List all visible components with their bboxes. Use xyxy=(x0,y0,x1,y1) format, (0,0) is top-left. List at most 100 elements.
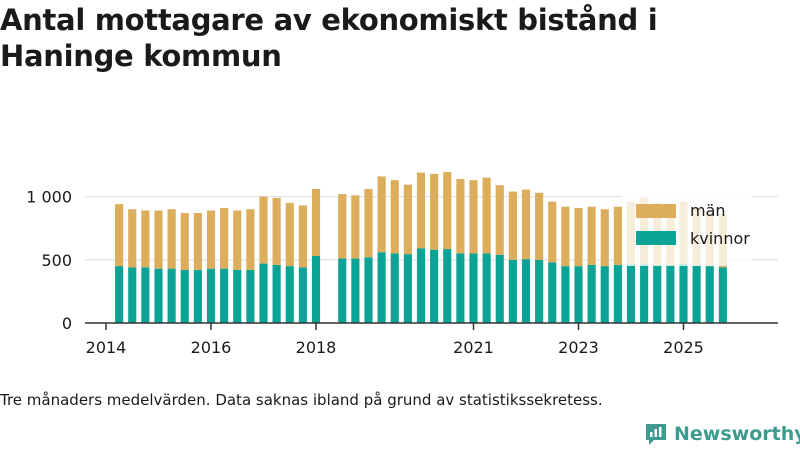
bar-men xyxy=(115,204,124,267)
bar-women xyxy=(338,258,347,323)
bar-men xyxy=(128,209,137,268)
bar-men xyxy=(338,194,347,259)
bar-men xyxy=(416,172,426,249)
bar-women xyxy=(390,253,399,323)
bar-men xyxy=(443,171,452,250)
bar-women xyxy=(469,253,478,323)
bar-men xyxy=(587,206,596,265)
bar-women xyxy=(311,256,321,323)
newsworthy-icon xyxy=(646,424,666,445)
legend-swatch-men xyxy=(636,204,676,218)
x-tick-label: 2014 xyxy=(86,338,127,357)
bar-men xyxy=(206,210,216,269)
bar-men xyxy=(561,206,570,267)
brand-logo[interactable]: Newsworthy xyxy=(644,420,800,448)
bar-women xyxy=(206,268,216,323)
bar-men xyxy=(246,209,255,270)
bar-women xyxy=(508,259,517,323)
bar-women xyxy=(128,267,137,323)
bar-women xyxy=(574,266,583,323)
y-axis-tick-labels: 0 500 1 000 xyxy=(26,188,72,333)
bar-women xyxy=(430,249,439,323)
chart-caption: Tre månaders medelvärden. Data saknas ib… xyxy=(0,391,603,409)
y-tick-label: 0 xyxy=(62,314,72,333)
bar-men xyxy=(298,205,307,268)
bar-women xyxy=(692,264,701,323)
bar-men xyxy=(285,202,294,267)
bar-women xyxy=(272,264,281,323)
bar-women xyxy=(600,266,609,323)
x-tick-label: 2016 xyxy=(191,338,232,357)
bar-men xyxy=(167,209,176,269)
bar-men xyxy=(311,189,321,257)
bar-men xyxy=(180,213,189,270)
bar-women xyxy=(167,268,176,323)
bar-women xyxy=(666,264,675,323)
bar-women xyxy=(587,264,596,323)
bar-women xyxy=(640,263,649,323)
brand-name: Newsworthy xyxy=(674,423,800,445)
x-tick-label: 2023 xyxy=(558,338,599,357)
x-tick-label: 2018 xyxy=(296,338,337,357)
bar-women xyxy=(443,249,452,323)
legend: män kvinnor xyxy=(622,192,752,266)
stacked-bar-chart: 0 500 1 000 2014 2016 2018 2021 2023 2025 män k… xyxy=(26,171,778,357)
bar-men xyxy=(141,210,150,268)
bar-men xyxy=(613,206,622,265)
bar-women xyxy=(154,268,163,323)
chart-title: Antal mottagare av ekonomiskt bistånd i … xyxy=(0,3,658,73)
bar-men xyxy=(154,210,163,269)
bar-women xyxy=(456,253,465,323)
bar-women xyxy=(521,259,531,323)
bar-women xyxy=(705,266,714,323)
bar-women xyxy=(364,257,373,323)
bar-women xyxy=(626,263,636,323)
y-tick-label: 1 000 xyxy=(26,188,72,207)
bar-women xyxy=(679,263,688,323)
bar-men xyxy=(600,209,609,267)
bar-women xyxy=(233,269,242,323)
bar-women xyxy=(613,264,622,323)
bar-women xyxy=(495,254,504,323)
bar-women xyxy=(377,252,386,323)
bar-men xyxy=(403,184,412,255)
bar-men xyxy=(233,210,242,270)
bar-women xyxy=(351,258,360,323)
bar-women xyxy=(193,269,202,323)
bar-men xyxy=(535,192,544,260)
bar-women xyxy=(718,267,727,323)
bar-men xyxy=(469,180,478,254)
bar-women xyxy=(180,269,189,323)
bar-men xyxy=(495,185,504,255)
bar-women xyxy=(482,253,491,323)
bar-women xyxy=(285,266,294,323)
bar-women xyxy=(535,259,544,323)
y-tick-label: 500 xyxy=(41,251,72,270)
bar-men xyxy=(482,177,491,254)
bar-women xyxy=(561,266,570,323)
bar-men xyxy=(193,213,202,270)
x-tick-label: 2021 xyxy=(453,338,494,357)
bar-women xyxy=(653,264,662,323)
bar-men xyxy=(272,197,281,265)
bar-women xyxy=(548,262,557,323)
legend-label-women: kvinnor xyxy=(690,229,750,248)
bar-men xyxy=(430,173,439,250)
bar-men xyxy=(548,201,557,263)
x-axis-ticks: 2014 2016 2018 2021 2023 2025 xyxy=(86,323,704,357)
bar-women xyxy=(141,267,150,323)
bar-men xyxy=(574,207,583,267)
bar-women xyxy=(246,269,255,323)
x-tick-label: 2025 xyxy=(663,338,704,357)
bar-men xyxy=(508,191,517,260)
bar-women xyxy=(220,268,229,323)
bar-women xyxy=(298,267,307,323)
bar-men xyxy=(351,195,360,259)
bar-men xyxy=(456,178,465,254)
legend-label-men: män xyxy=(690,201,726,220)
bar-men xyxy=(390,180,399,254)
bar-women xyxy=(403,254,412,323)
bar-men xyxy=(377,176,386,253)
bar-women xyxy=(115,266,124,323)
legend-swatch-women xyxy=(636,231,676,245)
